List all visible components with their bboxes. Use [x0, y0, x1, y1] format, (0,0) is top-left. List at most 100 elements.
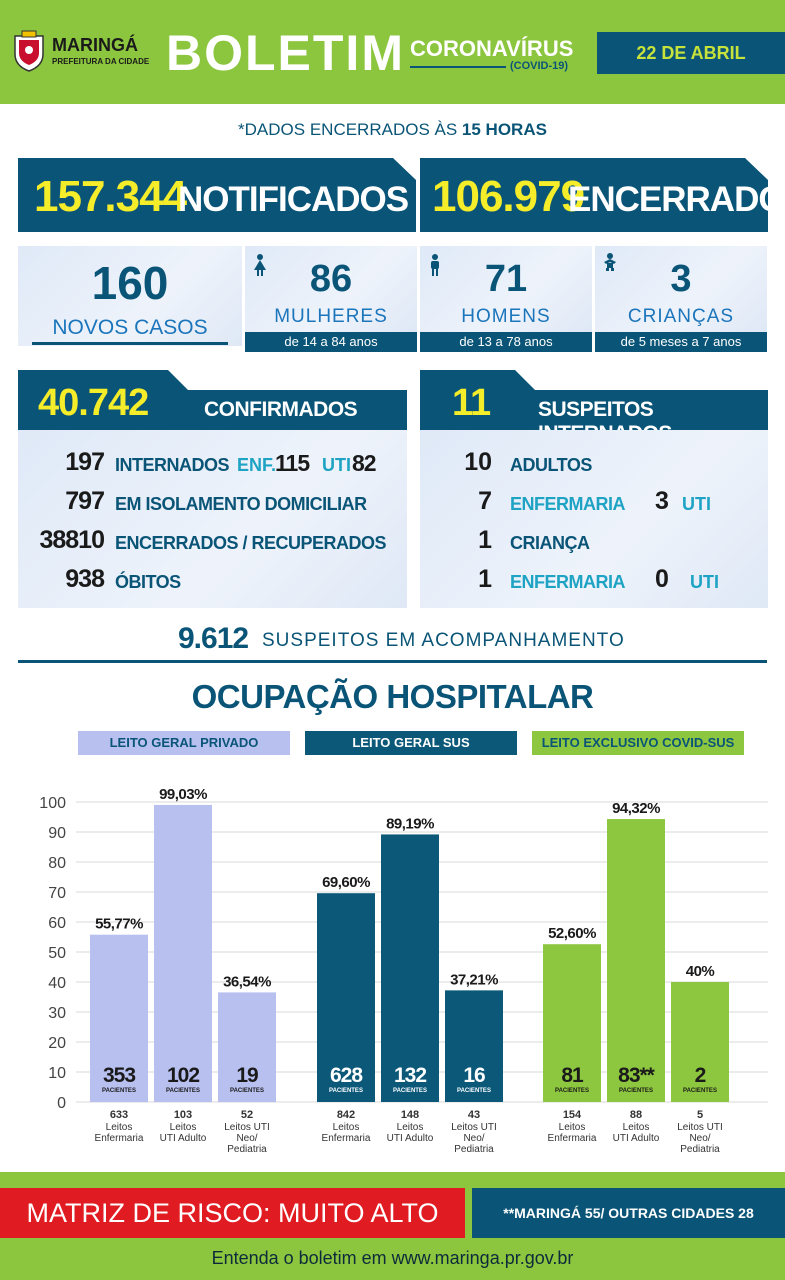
- suspeitos-details: [420, 430, 768, 608]
- bar-value-label: 89,19%: [386, 815, 434, 832]
- bar-category-label: UTI Adulto: [613, 1133, 660, 1144]
- bar-value-label: 94,32%: [612, 800, 660, 817]
- bar-leitos-value: 52: [241, 1109, 253, 1121]
- bar-value-label: 99,03%: [159, 786, 207, 803]
- site-link[interactable]: Entenda o boletim em www.maringa.pr.gov.…: [211, 1248, 574, 1268]
- woman-icon: [254, 254, 266, 276]
- bar-value-label: 55,77%: [95, 916, 143, 933]
- y-tick-label: 30: [48, 1005, 66, 1022]
- notificados-banner: 157.344 NOTIFICADOS: [18, 158, 416, 232]
- homens-range: de 13 a 78 anos: [420, 332, 592, 352]
- y-tick-label: 90: [48, 825, 66, 842]
- risk-box: [0, 1188, 465, 1238]
- bar-leitos-value: 5: [697, 1109, 703, 1121]
- bar-pacientes-label: PACIENTES: [555, 1088, 589, 1094]
- bar: [671, 982, 729, 1102]
- y-tick-label: 40: [48, 975, 66, 992]
- suspeitos-banner: 11 SUSPEITOS INTERNADOS: [420, 370, 768, 445]
- bar-pacientes-value: 628: [330, 1064, 363, 1087]
- y-tick-label: 80: [48, 855, 66, 872]
- bar-value-label: 37,21%: [450, 971, 498, 988]
- encerrados-label: ENCERRADOS: [568, 180, 785, 219]
- bar-leitos-value: 154: [563, 1109, 582, 1121]
- acompanhamento-label: SUSPEITOS EM ACOMPANHAMENTO: [262, 630, 625, 651]
- bar-leitos-value: 842: [337, 1109, 355, 1121]
- bar-category-label: Neo/: [463, 1133, 484, 1144]
- bar-pacientes-label: PACIENTES: [166, 1088, 200, 1094]
- uti-label: UTI: [322, 455, 351, 475]
- bar-pacientes-value: 353: [103, 1064, 135, 1087]
- prefeitura-label: PREFEITURA DA CIDADE: [52, 57, 150, 66]
- y-tick-label: 50: [48, 945, 66, 962]
- group-label-covid: LEITO EXCLUSIVO COVID-SUS: [532, 731, 744, 755]
- bar-category-label: Leitos UTI: [451, 1122, 497, 1133]
- ocupacao-chart: 010203040506070809010055,77%353PACIENTES…: [39, 786, 768, 1155]
- bar-pacientes-label: PACIENTES: [393, 1088, 427, 1094]
- internados-value: 197: [65, 448, 105, 476]
- bar-pacientes-label: PACIENTES: [619, 1088, 653, 1094]
- criancas-range: de 5 meses a 7 anos: [595, 332, 767, 352]
- homens-label: HOMENS: [461, 306, 551, 327]
- acompanhamento-value: 9.612: [178, 622, 249, 655]
- notificados-value: 157.344: [34, 172, 187, 221]
- bar-pacientes-label: PACIENTES: [457, 1088, 491, 1094]
- bar-pacientes-value: 16: [463, 1064, 485, 1087]
- bar-category-label: Leitos UTI: [224, 1122, 270, 1133]
- bar-category-label: Neo/: [236, 1133, 257, 1144]
- bulletin-title: BOLETIM: [166, 25, 405, 81]
- adult-uti-label: UTI: [682, 494, 711, 514]
- mulheres-value: 86: [309, 258, 353, 300]
- child-enf-label: ENFERMARIA: [510, 572, 626, 592]
- man-icon: [429, 254, 441, 276]
- crianca-label: CRIANÇA: [510, 533, 590, 553]
- bar: [154, 804, 212, 1102]
- mulheres-label: MULHERES: [274, 306, 388, 327]
- criancas-card: 3 CRIANÇAS: [595, 246, 767, 332]
- bar-pacientes-value: 19: [236, 1064, 258, 1087]
- adult-uti-value: 3: [655, 487, 669, 515]
- city-name: MARINGÁ: [52, 35, 138, 55]
- y-tick-label: 100: [39, 795, 66, 812]
- bar-category-label: UTI Adulto: [160, 1133, 207, 1144]
- mulheres-card: 86 MULHERES: [245, 246, 417, 332]
- adult-enf-label: ENFERMARIA: [510, 494, 626, 514]
- confirmados-label: CONFIRMADOS: [204, 398, 358, 421]
- bar-category-label: UTI Adulto: [387, 1133, 434, 1144]
- bar-category-label: Pediatria: [454, 1144, 494, 1155]
- bar-leitos-value: 43: [468, 1109, 480, 1121]
- bar-category-label: Neo/: [689, 1133, 710, 1144]
- novos-casos-underline: [32, 342, 228, 345]
- notificados-label: NOTIFICADOS: [178, 180, 409, 219]
- isolamento-value: 797: [65, 487, 105, 515]
- homens-value: 71: [484, 258, 528, 300]
- uti-value: 82: [352, 450, 377, 476]
- bar-category-label: Leitos: [397, 1122, 424, 1133]
- confirmados-details: [18, 430, 407, 608]
- recuperados-label: ENCERRADOS / RECUPERADOS: [115, 533, 387, 553]
- maringa-note: **MARINGÁ 55/ OUTRAS CIDADES 28: [503, 1205, 754, 1221]
- encerrados-value: 106.979: [432, 172, 585, 221]
- internados-label: INTERNADOS: [115, 455, 230, 475]
- ocupacao-title: OCUPAÇÃO HOSPITALAR: [191, 678, 594, 715]
- y-tick-label: 60: [48, 915, 66, 932]
- bar-leitos-value: 148: [401, 1109, 419, 1121]
- enf-value: 115: [275, 450, 310, 476]
- bar-value-label: 52,60%: [548, 925, 596, 942]
- bar-category-label: Leitos: [333, 1122, 360, 1133]
- y-tick-label: 70: [48, 885, 66, 902]
- novos-casos-label: NOVOS CASOS: [52, 316, 208, 339]
- note-box: [472, 1188, 785, 1238]
- bar-category-label: Enfermaria: [548, 1133, 597, 1144]
- bar-pacientes-value: 81: [561, 1064, 584, 1087]
- bar-value-label: 69,60%: [322, 874, 370, 891]
- novos-casos-card: 160 NOVOS CASOS: [18, 246, 242, 346]
- bar-leitos-value: 103: [174, 1109, 192, 1121]
- crianca-value: 1: [478, 526, 492, 554]
- bar-pacientes-label: PACIENTES: [329, 1088, 363, 1094]
- bar-pacientes-label: PACIENTES: [230, 1088, 264, 1094]
- adultos-value: 10: [464, 448, 492, 476]
- bar-category-label: Enfermaria: [95, 1133, 144, 1144]
- bar-pacientes-label: PACIENTES: [683, 1088, 717, 1094]
- y-tick-label: 0: [57, 1095, 66, 1112]
- bar-pacientes-value: 132: [394, 1064, 426, 1087]
